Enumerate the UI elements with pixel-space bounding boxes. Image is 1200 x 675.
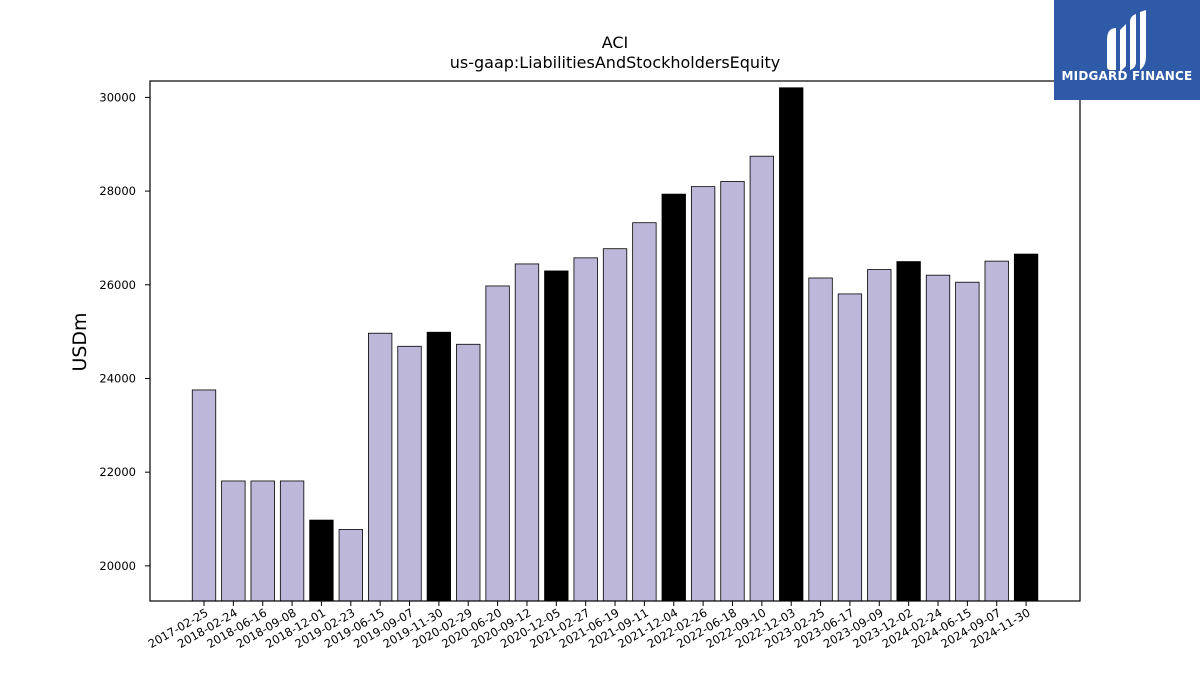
bar (191, 389, 217, 602)
bar (984, 260, 1009, 602)
y-tick-label: 22000 (99, 465, 136, 479)
bar (690, 186, 716, 602)
bar (632, 222, 657, 602)
bar (1013, 253, 1039, 602)
chart-subtitle: us-gaap:LiabilitiesAndStockholdersEquity (450, 53, 781, 72)
bar (221, 480, 246, 602)
bar (514, 263, 540, 602)
bar (955, 281, 980, 602)
chart-title: ACI (602, 33, 629, 52)
bar (544, 270, 569, 602)
bar (485, 285, 510, 602)
y-tick-label: 30000 (99, 90, 136, 104)
brand-logo: MIDGARD FINANCE (1054, 0, 1200, 100)
y-axis-label: USDm (69, 312, 91, 371)
bar (661, 193, 686, 602)
bar (779, 87, 804, 602)
bar (837, 293, 863, 602)
bar (573, 257, 598, 602)
bar (397, 345, 422, 602)
logo-mark-icon (1054, 0, 1200, 100)
bar (456, 343, 481, 602)
bars-group (191, 87, 1039, 602)
bar (309, 519, 334, 602)
x-axis-ticks: 2017-02-252018-02-242018-06-162018-09-08… (146, 601, 1033, 651)
bar (896, 261, 921, 602)
bar (426, 331, 452, 602)
bar (749, 155, 774, 602)
bar (279, 480, 305, 602)
y-tick-label: 20000 (99, 559, 136, 573)
bar (808, 277, 833, 602)
bar (250, 480, 275, 602)
bar (925, 274, 951, 602)
y-tick-label: 26000 (99, 278, 136, 292)
bar (368, 332, 393, 602)
y-tick-label: 24000 (99, 371, 136, 385)
bar (338, 529, 363, 602)
plot-frame (149, 80, 1081, 602)
bar (720, 181, 745, 602)
y-tick-label: 28000 (99, 184, 136, 198)
bar (867, 269, 892, 602)
brand-name: MIDGARD FINANCE (1061, 69, 1193, 83)
y-axis-ticks: 20000 22000 24000 26000 28000 30000 (99, 90, 150, 573)
bar (602, 248, 628, 602)
